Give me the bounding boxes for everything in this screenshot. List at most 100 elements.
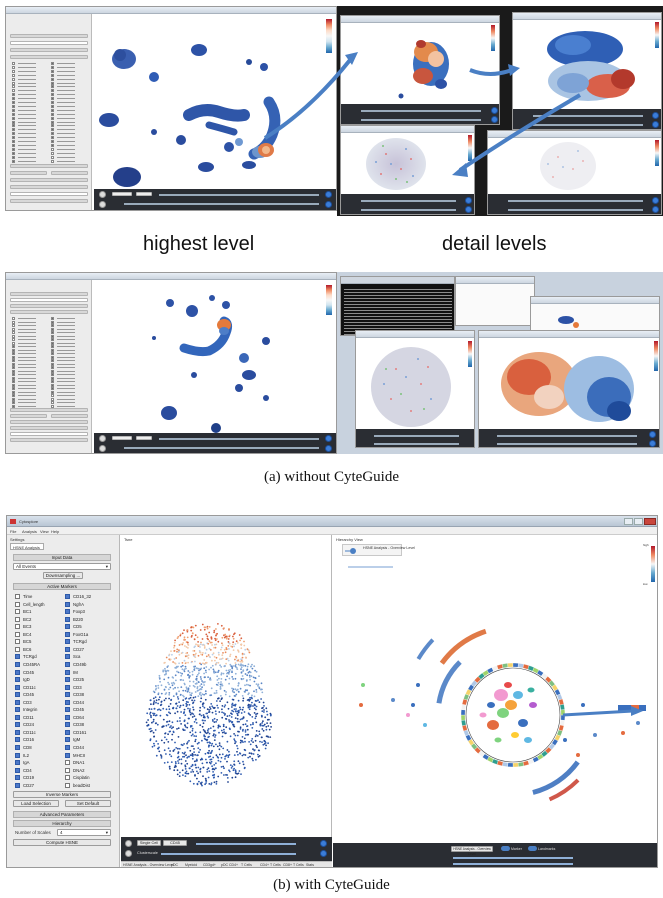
play-button[interactable]: [125, 840, 132, 847]
marker-row[interactable]: Cell_length: [15, 601, 45, 608]
marker-row[interactable]: BC5: [15, 639, 31, 645]
settings-button[interactable]: [491, 116, 498, 123]
marker-checkbox[interactable]: [51, 373, 54, 376]
marker-checkbox[interactable]: [65, 699, 70, 705]
marker-row[interactable]: BC3: [15, 624, 31, 630]
marker-checkbox[interactable]: [12, 128, 15, 132]
marker-row[interactable]: CD19: [15, 775, 34, 781]
marker-checkbox[interactable]: [15, 692, 20, 698]
marker-row[interactable]: CD3: [15, 699, 32, 706]
marker-checkbox[interactable]: [65, 639, 70, 645]
marker-checkbox[interactable]: [51, 352, 54, 355]
reset-button[interactable]: [99, 445, 106, 452]
inverse-markers-button[interactable]: [10, 164, 88, 168]
marker-toggle[interactable]: [501, 846, 510, 851]
embed-tab[interactable]: pDC CD4+: [221, 863, 239, 867]
marker-checkbox[interactable]: [51, 89, 54, 93]
settings-button[interactable]: [325, 445, 332, 452]
set-default-button[interactable]: [51, 171, 88, 175]
marker-row[interactable]: BC2: [15, 616, 31, 623]
marker-checkbox[interactable]: [15, 729, 20, 735]
marker-checkbox[interactable]: [12, 369, 15, 373]
marker-checkbox[interactable]: [51, 348, 54, 352]
marker-checkbox[interactable]: [51, 355, 54, 359]
slider[interactable]: [508, 209, 643, 211]
marker-checkbox[interactable]: [15, 646, 20, 652]
marker-row[interactable]: NgfrA: [65, 601, 84, 608]
marker-checkbox[interactable]: [15, 654, 20, 660]
marker-row[interactable]: CD3: [65, 684, 82, 691]
marker-checkbox[interactable]: [51, 320, 54, 324]
marker-checkbox[interactable]: [12, 334, 15, 338]
reset-button[interactable]: [99, 201, 106, 208]
marker-checkbox[interactable]: [51, 124, 54, 128]
marker-row[interactable]: FoxG1a: [65, 631, 88, 638]
marker-checkbox[interactable]: [65, 669, 70, 675]
slider[interactable]: [374, 435, 459, 437]
marker-checkbox[interactable]: [15, 677, 20, 683]
marker-checkbox[interactable]: [12, 151, 15, 155]
embed-tab[interactable]: T Cells: [241, 863, 252, 867]
marker-checkbox[interactable]: [12, 136, 15, 140]
opacity-slider[interactable]: [124, 447, 319, 449]
marker-row[interactable]: CD16: [15, 737, 34, 743]
marker-row[interactable]: BC6: [15, 646, 31, 653]
zoom-button[interactable]: [465, 197, 472, 204]
slider[interactable]: [361, 200, 456, 202]
marker-row[interactable]: CD44: [65, 745, 84, 751]
marker-checkbox[interactable]: [51, 376, 54, 380]
marker-checkbox[interactable]: [12, 155, 15, 159]
level-select[interactable]: HSNE Analysis - Overview Level: [451, 846, 493, 856]
marker-checkbox[interactable]: [65, 609, 70, 615]
marker-row[interactable]: MHCII: [65, 752, 85, 759]
marker-checkbox[interactable]: [51, 104, 54, 108]
marker-checkbox[interactable]: [65, 745, 70, 750]
marker-checkbox[interactable]: [15, 752, 20, 758]
marker-checkbox[interactable]: [51, 331, 54, 334]
marker-row[interactable]: CD4: [15, 767, 32, 774]
marker-row[interactable]: CD11c: [15, 729, 36, 736]
slider[interactable]: [361, 209, 456, 211]
marker-checkbox[interactable]: [12, 108, 15, 112]
marker-checkbox[interactable]: [12, 355, 15, 359]
load-selection-button[interactable]: [10, 171, 47, 175]
marker-row[interactable]: CD27: [15, 782, 34, 789]
marker-checkbox[interactable]: [51, 77, 54, 81]
marker-row[interactable]: beadDist: [65, 782, 90, 789]
marker-checkbox[interactable]: [51, 327, 54, 331]
settings-button[interactable]: [649, 440, 656, 447]
marker-checkbox[interactable]: [51, 147, 54, 151]
opacity-slider[interactable]: [161, 853, 296, 855]
marker-checkbox[interactable]: [12, 73, 15, 77]
input-data-select[interactable]: [10, 298, 88, 302]
tsne-embedding[interactable]: [121, 545, 332, 815]
marker-checkbox[interactable]: [65, 677, 70, 683]
slider[interactable]: [497, 443, 637, 445]
menu-file[interactable]: File: [10, 529, 17, 534]
slider[interactable]: [497, 435, 637, 437]
marker-checkbox[interactable]: [51, 366, 54, 369]
scales-select[interactable]: 4 ▾: [57, 829, 111, 836]
settings-button[interactable]: [465, 206, 472, 213]
marker-checkbox[interactable]: [51, 143, 54, 147]
minimize-icon[interactable]: [624, 518, 633, 525]
marker-checkbox[interactable]: [12, 132, 15, 136]
settings-button[interactable]: [652, 121, 659, 128]
marker-checkbox[interactable]: [12, 352, 15, 355]
marker-row[interactable]: CD38: [65, 722, 84, 728]
marker-checkbox[interactable]: [51, 120, 54, 124]
embed-tab[interactable]: pDC: [171, 863, 179, 867]
point-size-slider[interactable]: [159, 194, 319, 196]
marker-row[interactable]: CD64: [65, 714, 84, 721]
marker-checkbox[interactable]: [12, 65, 15, 69]
marker-checkbox[interactable]: [65, 722, 70, 728]
marker-checkbox[interactable]: [51, 359, 54, 362]
marker-checkbox[interactable]: [12, 124, 15, 128]
marker-row[interactable]: CD49b: [65, 661, 86, 668]
marker-checkbox[interactable]: [12, 345, 15, 348]
load-selection-button[interactable]: Load Selection: [13, 800, 59, 807]
marker-checkbox[interactable]: [15, 745, 20, 750]
marker-checkbox[interactable]: [12, 104, 15, 108]
marker-checkbox[interactable]: [51, 65, 54, 69]
marker-checkbox[interactable]: [65, 767, 70, 773]
